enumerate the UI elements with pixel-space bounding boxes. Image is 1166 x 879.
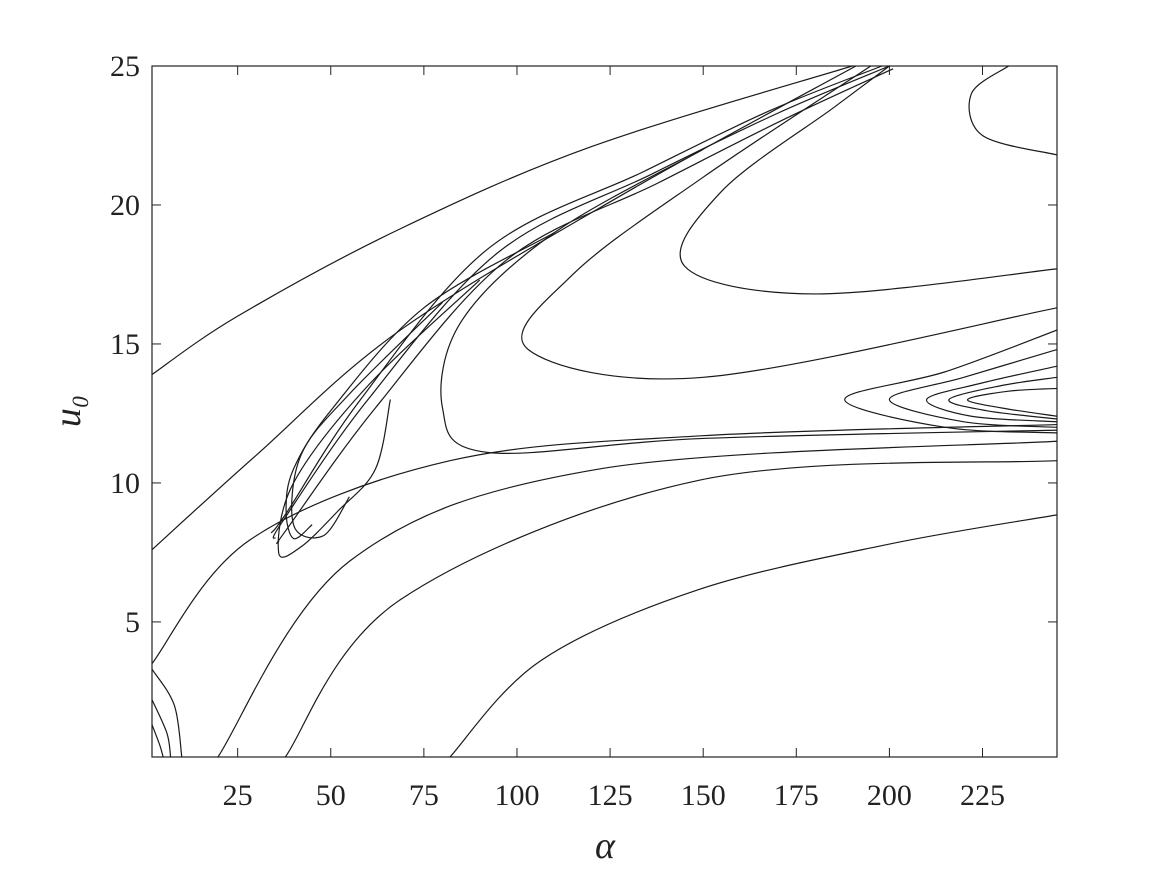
y-axis-label: u₀ <box>47 395 89 427</box>
contour-line <box>270 66 883 534</box>
contour-line <box>272 66 890 539</box>
contour-line <box>968 66 1057 156</box>
contour-line <box>926 365 1057 423</box>
contour-line <box>276 68 894 544</box>
contour-line <box>152 66 857 551</box>
contour-line <box>284 460 1057 757</box>
y-tick-label: 25 <box>110 50 140 83</box>
x-tick-label: 200 <box>867 779 912 812</box>
plot-frame <box>151 65 1058 758</box>
x-axis-label: α <box>595 825 616 867</box>
y-tick-label: 10 <box>110 467 140 500</box>
x-tick-label: 150 <box>681 779 726 812</box>
contour-line <box>152 668 183 757</box>
x-tick-label: 75 <box>409 779 439 812</box>
contour-line <box>888 348 1057 428</box>
contour-line <box>449 514 1057 757</box>
y-tick-label: 15 <box>110 328 140 361</box>
x-tick-label: 50 <box>316 779 346 812</box>
contour-line <box>440 148 1057 454</box>
x-tick-label: 100 <box>494 779 539 812</box>
contour-line <box>679 66 1057 295</box>
x-tick-label: 25 <box>223 779 253 812</box>
x-tick-label: 175 <box>774 779 819 812</box>
contour-line <box>152 423 1057 664</box>
contour-line <box>152 66 853 376</box>
contour-line <box>521 66 1057 380</box>
contour-line <box>291 301 443 539</box>
x-tick-label: 225 <box>960 779 1005 812</box>
contour-line <box>844 329 1057 434</box>
contour-line <box>152 724 164 757</box>
y-tick-label: 20 <box>110 189 140 222</box>
contour-line <box>967 387 1057 417</box>
x-tick-label: 125 <box>588 779 633 812</box>
contour-group <box>152 66 1057 757</box>
contour-line <box>152 699 172 757</box>
y-tick-label: 5 <box>125 606 140 639</box>
contour-line <box>217 440 1057 757</box>
contour-line <box>285 232 555 540</box>
contour-line <box>277 279 481 558</box>
contour-line <box>948 376 1057 420</box>
